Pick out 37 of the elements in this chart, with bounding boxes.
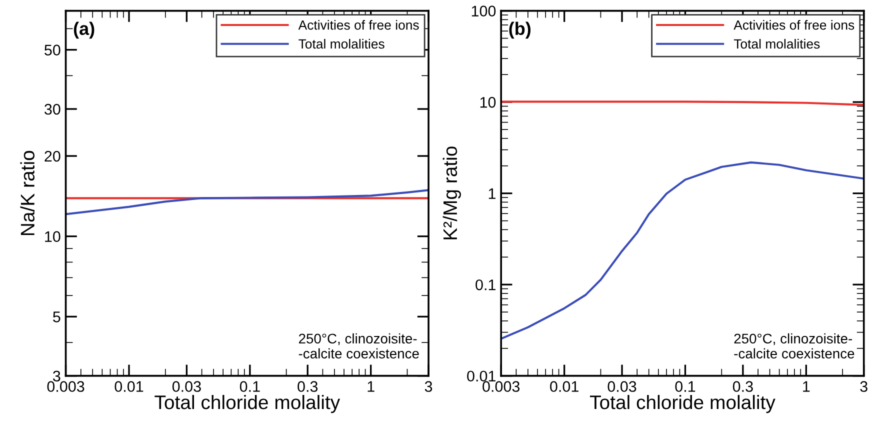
x-tick-label: 0.01: [550, 381, 578, 392]
y-tick-label: 20: [44, 150, 60, 162]
x-tick-label: 0.1: [240, 381, 260, 392]
x-tick-label: 1: [368, 381, 374, 392]
x-tick-label: 3: [860, 381, 868, 392]
y-axis-title: K²/Mg ratio: [442, 146, 461, 240]
x-axis-title: Total chloride molality: [154, 394, 340, 414]
y-tick-label: 100: [472, 6, 496, 16]
y-tick-label: 0.01: [467, 370, 496, 382]
legend-label: Activities of free ions: [298, 20, 419, 30]
y-tick-label: 3: [53, 370, 60, 382]
y-axis-title: Na/K ratio: [20, 150, 35, 235]
x-tick-label: 0.1: [675, 381, 696, 392]
x-tick-label: 0.3: [298, 381, 318, 392]
x-tick-label: 0.01: [114, 381, 144, 392]
annotation: 250°C, clinozoisite- -calcite coexistence: [734, 333, 854, 358]
x-tick-label: 0.03: [172, 381, 201, 392]
x-tick-label: 3: [424, 381, 432, 392]
y-tick-label: 10: [45, 231, 60, 242]
legend-label: Total molalities: [734, 38, 820, 49]
annotation: 250°C, clinozoisite- -calcite coexistence: [298, 333, 419, 358]
legend-label: Total molalities: [298, 38, 384, 49]
x-axis-title: Total chloride molality: [590, 394, 776, 414]
x-tick-label: 0.03: [608, 381, 636, 392]
y-tick-label: 5: [53, 312, 60, 322]
y-tick-label: 10: [480, 96, 496, 108]
x-tick-label: 0.003: [47, 381, 84, 392]
y-tick-label: 0.1: [476, 279, 496, 290]
legend-label: Activities of free ions: [734, 20, 854, 30]
y-tick-label: 1: [488, 188, 496, 199]
annotation: (a): [74, 22, 94, 39]
annotation: (b): [509, 22, 530, 39]
x-tick-label: 0.003: [482, 381, 520, 392]
y-tick-label: 50: [44, 44, 60, 56]
x-tick-label: 0.3: [732, 381, 753, 392]
y-tick-label: 30: [44, 104, 60, 115]
x-tick-label: 1: [803, 381, 810, 392]
